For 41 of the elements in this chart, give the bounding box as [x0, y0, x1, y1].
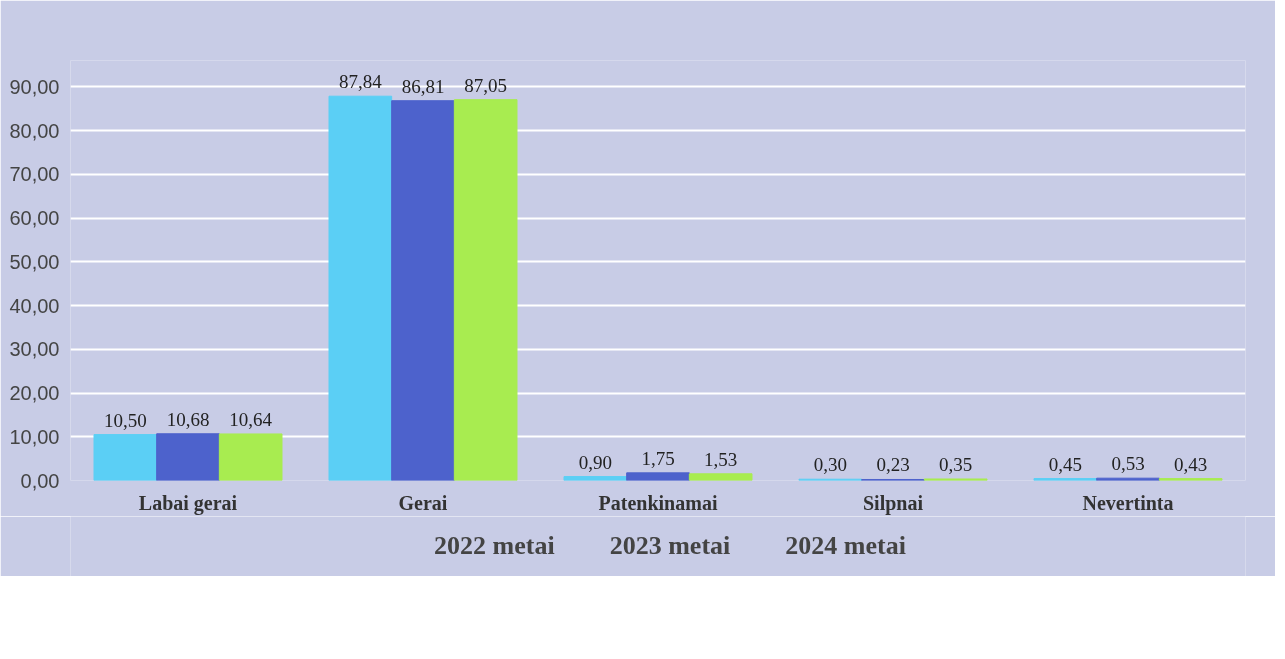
bar	[453, 99, 518, 481]
y-tick-label: 10,00	[9, 425, 60, 448]
x-tick-label: Patenkinamai	[598, 491, 718, 514]
data-label: 87,84	[338, 71, 383, 93]
x-tick-label: Labai gerai	[138, 491, 238, 515]
bar	[688, 473, 753, 481]
x-tick-label: Silpnai	[862, 491, 924, 515]
y-tick-label: 60,00	[9, 207, 60, 229]
bar	[626, 472, 690, 481]
bar	[93, 434, 158, 481]
data-label: 1,53	[704, 448, 738, 470]
data-label: 86,81	[401, 75, 445, 97]
text: 2024 metai	[785, 531, 906, 561]
y-tick-label: 70,00	[9, 163, 60, 186]
data-label: 0,90	[578, 451, 612, 473]
data-label: 0,53	[1111, 453, 1145, 475]
y-tick-label: 0,00	[20, 469, 60, 492]
data-label: 0,43	[1174, 453, 1208, 475]
data-label: 1,75	[641, 447, 675, 469]
y-tick-label: 30,00	[9, 338, 60, 361]
bar	[156, 433, 220, 481]
bar	[328, 95, 393, 481]
bar	[218, 433, 283, 481]
data-label: 0,30	[813, 454, 847, 476]
y-tick-label: 90,00	[9, 75, 60, 98]
data-label: 10,64	[229, 408, 273, 430]
y-tick-label: 40,00	[9, 294, 60, 317]
data-label: 10,50	[103, 409, 147, 431]
data-label: 10,68	[166, 408, 210, 430]
x-tick-label: Nevertinta	[1082, 491, 1174, 514]
x-tick-label: Gerai	[398, 491, 448, 514]
y-tick-label: 80,00	[9, 119, 60, 142]
data-label: 0,35	[939, 453, 973, 475]
text: 2023 metai	[609, 531, 731, 561]
data-label: 87,05	[464, 74, 508, 96]
series-label: 2022 metai	[434, 531, 555, 561]
y-tick-label: 50,00	[9, 250, 60, 273]
bar	[391, 100, 455, 481]
y-tick-label: 20,00	[9, 382, 60, 404]
data-label: 0,23	[876, 454, 910, 476]
data-label: 0,45	[1048, 453, 1082, 475]
